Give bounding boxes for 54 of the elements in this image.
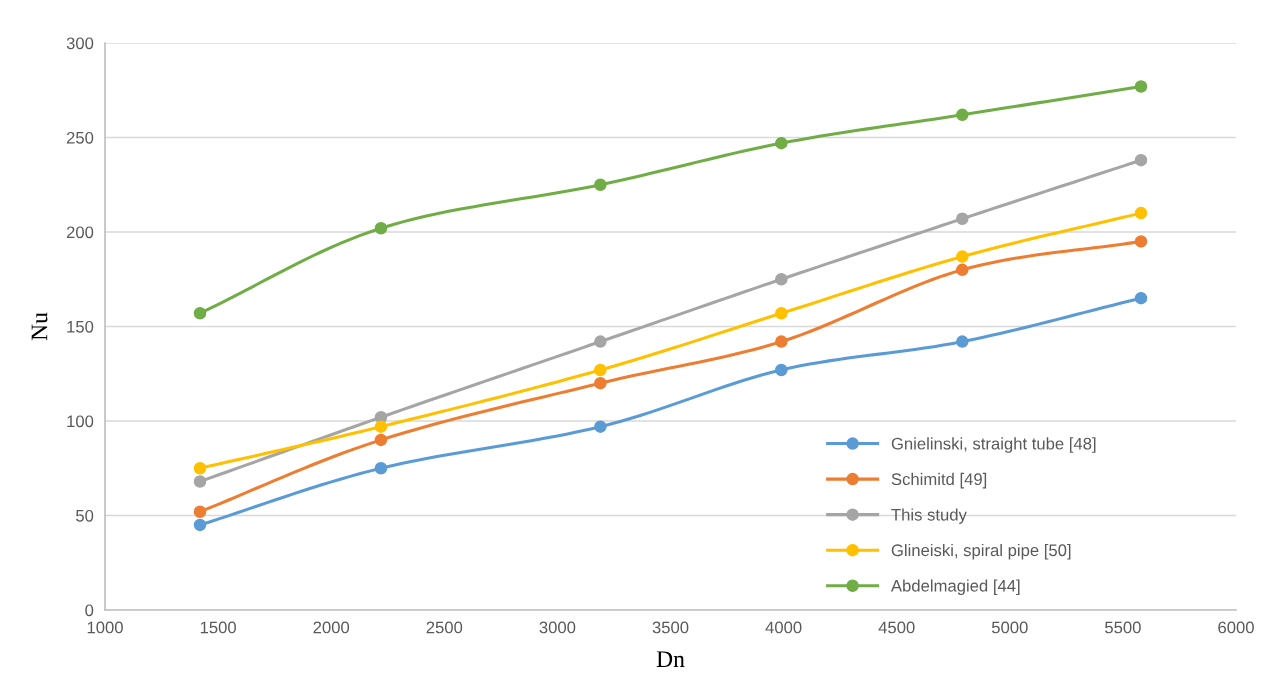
legend-label: This study	[891, 508, 967, 524]
point	[775, 363, 788, 377]
point	[956, 108, 969, 122]
point	[594, 420, 607, 433]
point	[594, 335, 607, 348]
point	[1134, 206, 1148, 220]
y-axis-title: Nu	[31, 312, 48, 341]
x-tick-label: 1500	[200, 621, 236, 634]
point	[775, 335, 788, 348]
y-tick-label: 50	[76, 509, 94, 522]
x-tick-label: 6000	[1218, 621, 1254, 634]
legend-label: Glineiski, spiral pipe [50]	[891, 543, 1071, 560]
y-tick-label: 200	[66, 226, 94, 239]
legend-label: Abdelmagied [44]	[890, 579, 1020, 595]
point	[956, 335, 969, 348]
point	[374, 433, 388, 447]
x-tick-label: 2500	[426, 621, 463, 634]
point	[374, 221, 388, 235]
point	[193, 518, 207, 532]
point	[775, 272, 788, 286]
point	[775, 307, 788, 320]
point	[1134, 80, 1148, 93]
x-axis-title: Dn	[656, 651, 685, 667]
point	[1134, 235, 1148, 248]
point	[193, 307, 207, 320]
x-tick-label: 4500	[878, 621, 915, 634]
x-tick-label: 5500	[1105, 621, 1141, 634]
point	[193, 461, 207, 475]
point	[594, 363, 607, 377]
legend-label: Gnielinski, straight tube [48]	[891, 437, 1096, 453]
point	[374, 461, 388, 475]
x-tick-label: 5000	[991, 621, 1028, 634]
point	[193, 505, 207, 518]
point	[374, 420, 388, 433]
point	[956, 212, 969, 226]
point	[594, 178, 607, 192]
x-tick-label: 3500	[652, 621, 689, 634]
y-tick-label: 0	[85, 604, 94, 617]
point	[594, 376, 607, 390]
point	[775, 136, 788, 150]
point	[956, 263, 969, 277]
y-tick-label: 150	[67, 320, 94, 333]
x-tick-label: 2000	[313, 621, 350, 634]
point	[193, 475, 207, 488]
x-tick-label: 3000	[539, 621, 576, 634]
y-tick-label: 300	[66, 37, 94, 50]
y-tick-label: 250	[66, 131, 94, 144]
x-tick-label: 4000	[765, 621, 802, 634]
point	[1134, 153, 1148, 167]
x-tick-label: 1000	[87, 621, 123, 634]
y-tick-label: 100	[67, 415, 94, 428]
legend-label: Schimitd [49]	[891, 472, 987, 489]
point	[1134, 291, 1148, 305]
point	[956, 250, 969, 263]
